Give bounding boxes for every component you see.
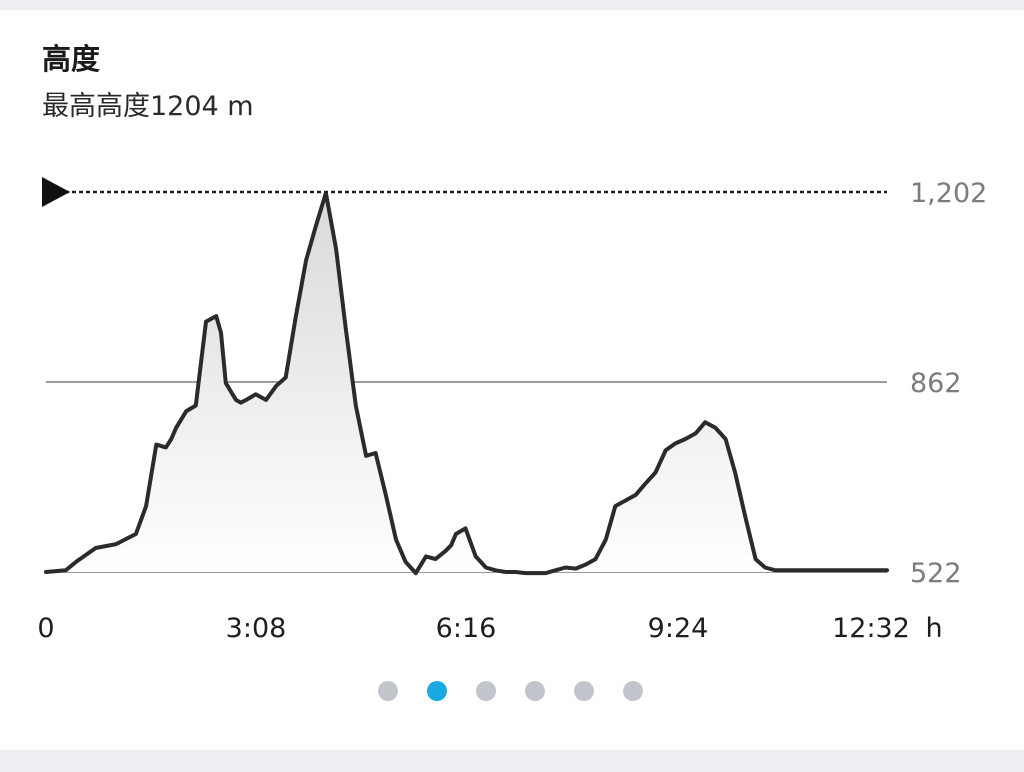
x-tick-label: 6:16: [436, 613, 497, 644]
page-dot[interactable]: [476, 681, 496, 701]
page-dot[interactable]: [427, 681, 447, 701]
x-tick-label: 0: [37, 613, 54, 644]
x-tick-label: 9:24: [648, 613, 709, 644]
page-dot[interactable]: [574, 681, 594, 701]
page-dot[interactable]: [623, 681, 643, 701]
x-tick-label: 12:32: [832, 613, 910, 644]
y-tick-label: 1,202: [910, 178, 987, 209]
y-tick-label: 862: [910, 368, 962, 399]
altitude-card: [0, 10, 1024, 750]
top-strip: [0, 0, 1024, 10]
x-tick-label: 3:08: [226, 613, 287, 644]
x-unit-label: h: [925, 613, 942, 644]
altitude-line: [44, 191, 889, 576]
max-marker-icon: [42, 177, 70, 207]
card-title: 高度: [42, 42, 101, 76]
altitude-area: [46, 193, 887, 574]
bottom-strip: [0, 750, 1024, 772]
page-dot[interactable]: [378, 681, 398, 701]
max-altitude-text: 最高高度1204 m: [42, 91, 254, 122]
page-indicator[interactable]: [378, 681, 643, 703]
y-tick-label: 522: [910, 558, 962, 589]
page-dot[interactable]: [525, 681, 545, 701]
